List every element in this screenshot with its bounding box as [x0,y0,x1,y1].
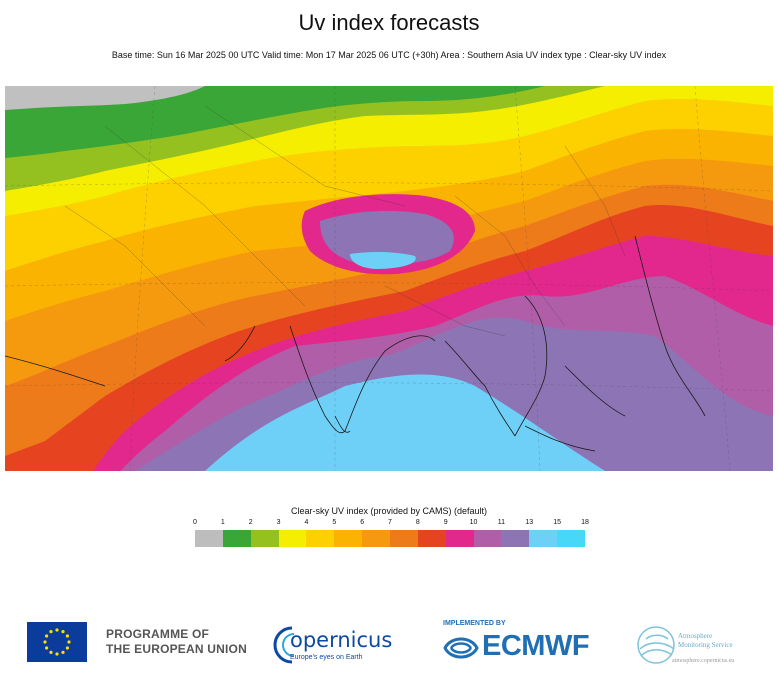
ecmwf-name: ECMWF [482,630,590,662]
legend-tick-label: 5 [332,519,337,526]
legend-swatch [501,530,530,547]
legend-color-bar [195,530,586,547]
ecmwf-logo-icon [443,637,479,659]
cams-logo-icon [637,626,675,664]
uv-map-svg [5,86,773,471]
cams-name: Atmosphere Monitoring Service [678,632,733,650]
legend-tick-label: 6 [360,519,365,526]
legend-tick-label: 4 [304,519,309,526]
legend-swatch [195,530,223,547]
cams-line-1: Atmosphere [678,632,713,640]
legend-tick-label: 8 [415,519,420,526]
tibet-band-13 [350,251,416,269]
footer-logos: PROGRAMME OF THE EUROPEAN UNION opernicu… [0,610,778,680]
legend-tick-label: 11 [497,519,506,526]
implemented-by-label: IMPLEMENTED BY [443,620,506,627]
legend-tick-label: 1 [220,519,225,526]
eu-programme-label: PROGRAMME OF THE EUROPEAN UNION [106,627,247,657]
copernicus-name: opernicus [290,628,393,652]
legend-title: Clear-sky UV index (provided by CAMS) (d… [290,506,488,516]
legend-swatch [445,530,474,547]
legend-swatch [390,530,418,547]
legend-swatch [557,530,586,547]
legend-swatch [306,530,335,547]
eu-flag-icon [27,622,87,662]
forecast-subtitle: Base time: Sun 16 Mar 2025 00 UTC Valid … [111,50,667,60]
eu-line-2: THE EUROPEAN UNION [106,642,247,656]
legend-swatch [362,530,391,547]
legend-swatch [473,530,502,547]
uv-index-map[interactable] [5,86,773,471]
legend-swatch [250,530,279,547]
eu-stars-icon [43,628,71,656]
legend-swatch [278,530,307,547]
legend-swatch [529,530,558,547]
uv-band-1 [5,86,545,158]
tibet-band-11 [320,210,454,265]
legend-tick-label: 2 [248,519,253,526]
legend-tick-label: 9 [443,519,448,526]
cams-line-2: Monitoring Service [678,641,733,649]
legend-tick-label: 0 [193,519,197,526]
legend-tick-label: 3 [276,519,281,526]
cams-url: atmosphere.copernicus.eu [672,658,735,664]
copernicus-logo-icon [273,626,295,664]
eu-line-1: PROGRAMME OF [106,627,210,641]
legend-tick-label: 18 [581,519,589,526]
legend-tick-label: 13 [525,519,534,526]
legend-swatch [334,530,363,547]
copernicus-tagline: Europe's eyes on Earth [290,654,363,661]
country-borders [64,105,626,337]
legend-tick-label: 10 [469,519,478,526]
legend-ticks: 0 1 2 3 4 5 6 7 8 9 10 11 13 15 18 [193,519,589,531]
legend-swatch [417,530,446,547]
legend-tick-label: 7 [388,519,392,526]
uv-band-0 [5,86,205,110]
legend-tick-label: 15 [553,519,562,526]
page-title: Uv index forecasts [298,10,480,35]
legend-swatch [222,530,251,547]
coastlines [5,235,706,452]
graticule [5,86,773,471]
